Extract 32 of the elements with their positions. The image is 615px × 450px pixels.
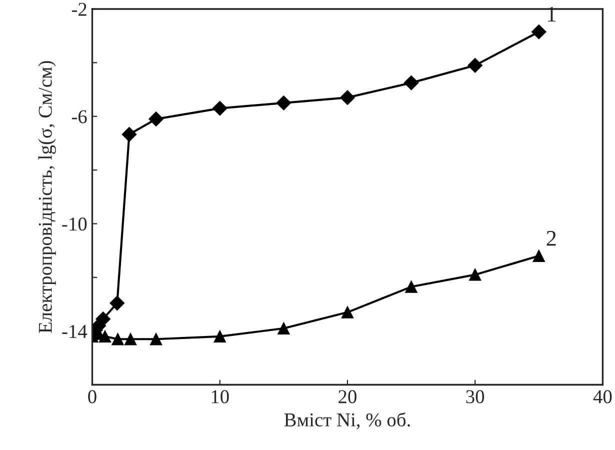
annotation: 2 [546, 230, 556, 246]
point [214, 330, 226, 343]
x-axis-title: Вміст Ni, % об. [284, 412, 410, 430]
point [468, 58, 482, 73]
x-tick-label: 40 [593, 390, 612, 404]
y-tick-label: -14 [62, 324, 88, 338]
point [148, 112, 164, 126]
y-axis-title: Електропровідність, lg(σ, См/см) [38, 61, 56, 333]
point [110, 296, 125, 311]
x-tick-label: 10 [212, 390, 229, 404]
point [340, 90, 355, 105]
point [150, 333, 162, 346]
y-tick-label: -10 [62, 218, 87, 231]
y-tick-label: -2 [72, 2, 86, 16]
point [404, 75, 419, 90]
point [98, 330, 112, 343]
point [532, 250, 545, 262]
x-tick-label: 30 [466, 390, 484, 404]
x-tick-label: 0 [88, 390, 96, 404]
point [96, 312, 110, 326]
point [278, 322, 290, 334]
point [276, 96, 292, 110]
point [341, 306, 354, 318]
point [122, 126, 137, 142]
point [469, 268, 482, 281]
point [112, 333, 124, 346]
point [212, 100, 228, 116]
point [124, 333, 137, 346]
x-tick-label: 20 [338, 390, 356, 404]
point [532, 24, 546, 40]
y-tick-label: -6 [72, 110, 87, 124]
point [405, 280, 418, 293]
